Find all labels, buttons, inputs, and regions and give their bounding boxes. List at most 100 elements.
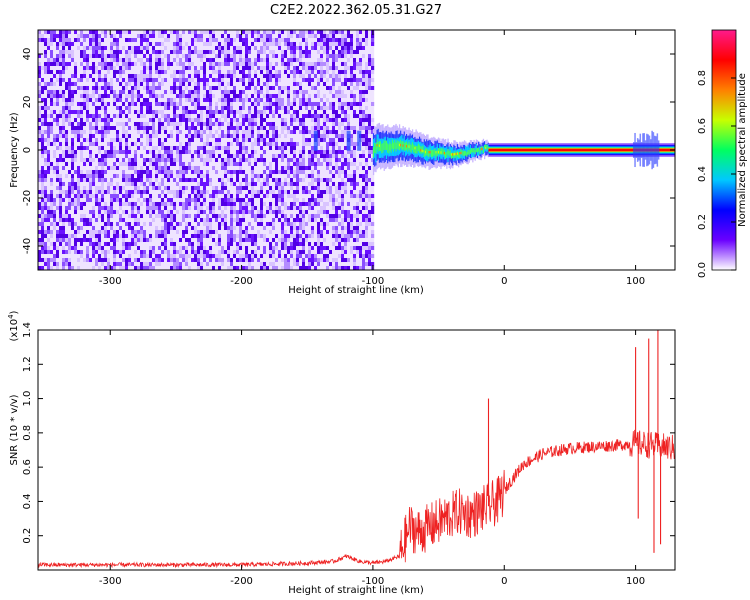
heatmap-cell [353,58,357,63]
heatmap-cell [299,54,303,59]
heatmap-cell [68,102,72,107]
heatmap-cell [200,146,204,151]
heatmap-cell [353,142,357,147]
heatmap-cell [86,50,90,55]
heatmap-cell [290,86,294,91]
heatmap-cell [230,62,234,67]
heatmap-cell [353,34,357,39]
heatmap-cell [95,118,99,123]
heatmap-cell [194,154,198,159]
heatmap-cell [146,158,150,163]
heatmap-cell [56,122,60,127]
heatmap-cell [272,70,276,75]
heatmap-cell [278,66,282,71]
heatmap-cell [158,78,162,83]
heatmap-cell [368,150,372,155]
heatmap-cell [227,46,231,51]
heatmap-cell [80,138,84,143]
heatmap-cell [200,194,204,199]
heatmap-cell [236,202,240,207]
heatmap-cell [83,50,87,55]
heatmap-cell [227,162,231,167]
heatmap-cell [197,46,201,51]
heatmap-cell [128,74,132,79]
heatmap-cell [167,106,171,111]
heatmap-cell [302,58,306,63]
heatmap-cell [152,98,156,103]
heatmap-cell [263,82,267,87]
heatmap-cell [68,146,72,151]
heatmap-cell [131,30,135,35]
heatmap-cell [188,90,192,95]
heatmap-cell [179,34,183,39]
heatmap-cell [104,206,108,211]
heatmap-cell [95,122,99,127]
heatmap-cell [98,94,102,99]
heatmap-cell [152,122,156,127]
heatmap-cell [284,138,288,143]
heatmap-cell [56,114,60,119]
heatmap-cell [116,42,120,47]
heatmap-cell [50,174,54,179]
heatmap-cell [266,114,270,119]
heatmap-cell [197,86,201,91]
heatmap-cell [191,122,195,127]
heatmap-cell [293,50,297,55]
heatmap-cell [38,130,42,135]
heatmap-cell [104,62,108,67]
heatmap-cell [311,106,315,111]
heatmap-cell [197,190,201,195]
heatmap-cell [287,94,291,99]
heatmap-cell [113,202,117,207]
heatmap-cell [236,166,240,171]
heatmap-cell [227,142,231,147]
heatmap-cell [134,50,138,55]
heatmap-cell [188,154,192,159]
heatmap-cell [281,162,285,167]
heatmap-cell [50,202,54,207]
heatmap-cell [257,126,261,131]
heatmap-cell [317,146,321,151]
heatmap-cell [95,130,99,135]
heatmap-cell [38,198,42,203]
heatmap-cell [164,138,168,143]
heatmap-cell [170,194,174,199]
heatmap-cell [197,134,201,139]
heatmap-cell [311,134,315,139]
heatmap-cell [74,194,78,199]
heatmap-cell [89,190,93,195]
heatmap-cell [140,146,144,151]
heatmap-cell [236,114,240,119]
heatmap-cell [257,78,261,83]
heatmap-cell [92,34,96,39]
heatmap-cell [107,106,111,111]
heatmap-cell [233,122,237,127]
heatmap-cell [314,66,318,71]
heatmap-cell [122,190,126,195]
heatmap-cell [110,50,114,55]
heatmap-cell [104,54,108,59]
heatmap-cell [365,182,369,187]
heatmap-cell [128,42,132,47]
heatmap-cell [65,106,69,111]
heatmap-cell [125,158,129,163]
heatmap-cell [140,170,144,175]
heatmap-cell [41,182,45,187]
heatmap-cell [206,142,210,147]
heatmap-cell [95,198,99,203]
heatmap-cell [329,202,333,207]
heatmap-cell [167,190,171,195]
heatmap-cell [83,186,87,191]
heatmap-cell [236,182,240,187]
heatmap-cell [332,118,336,123]
heatmap-cell [131,174,135,179]
heatmap-cell [347,38,351,43]
heatmap-cell [305,110,309,115]
heatmap-cell [125,166,129,171]
heatmap-cell [239,70,243,75]
heatmap-cell [38,142,42,147]
heatmap-cell [92,62,96,67]
heatmap-cell [134,126,138,131]
heatmap-cell [116,166,120,171]
heatmap-cell [242,78,246,83]
